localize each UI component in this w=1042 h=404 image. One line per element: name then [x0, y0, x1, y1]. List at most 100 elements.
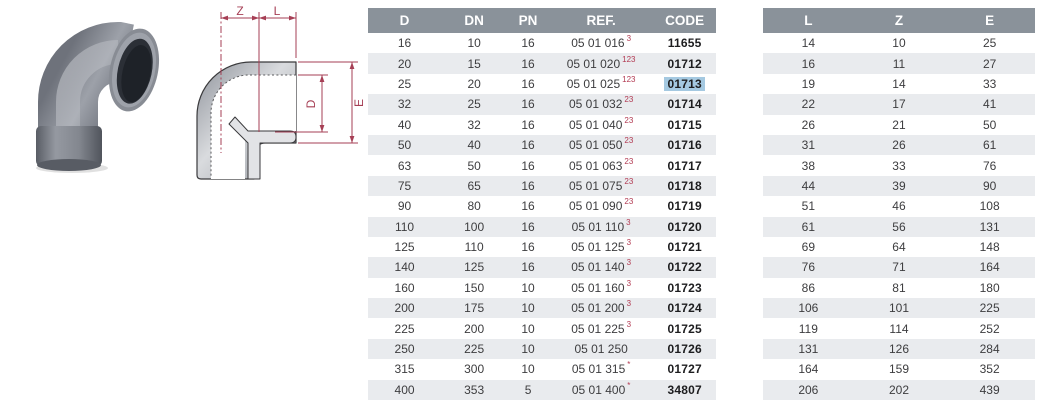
- table-cell-pn: 16: [521, 76, 535, 91]
- table-cell-ref: 05 01 250: [574, 342, 628, 357]
- table-cell-code: 01716: [653, 135, 716, 155]
- table-cell-e: 148: [979, 240, 1000, 255]
- table-cell-z: 81: [892, 280, 906, 295]
- table-cell-pn: 16: [521, 240, 535, 255]
- product-photo: [36, 21, 160, 173]
- table-cell-l: 19: [801, 76, 815, 91]
- dim-label-l: L: [274, 5, 281, 18]
- table-cell-z: 71: [892, 260, 906, 275]
- table-cell-ref: 05 01 075 23: [568, 176, 634, 193]
- table-cell-code: 34807: [653, 380, 716, 400]
- table-cell-l: 86: [801, 280, 815, 295]
- table-row: 38 33 76: [763, 155, 1035, 175]
- table-row: 225 200 10 05 01 225 3 01725: [368, 318, 716, 338]
- table-cell-d: 250: [394, 342, 415, 357]
- table-body: 14 10 25 16 11 27 19 14 33 22 17 41 26 21 50 31 26 61 38 33…: [763, 33, 1035, 401]
- table-cell-e: 41: [982, 97, 997, 112]
- table-cell-d: 315: [394, 362, 415, 377]
- table-cell-z: 56: [892, 219, 906, 234]
- table-cell-dn: 15: [467, 56, 481, 71]
- table-cell-d: 40: [397, 117, 412, 132]
- table-row: 140 125 16 05 01 140 3 01722: [368, 257, 716, 278]
- table-cell-ref: 05 01 020 123: [566, 54, 636, 71]
- table-cell-e: 50: [982, 117, 997, 132]
- table-cell-z: 11: [892, 56, 906, 71]
- table-row: 206 202 439: [763, 379, 1035, 401]
- code-value: 11655: [667, 36, 702, 51]
- code-value: 01714: [667, 97, 702, 112]
- dimension-arrows: [221, 15, 355, 143]
- code-value: 01717: [667, 158, 702, 173]
- table-row: 14 10 25: [763, 33, 1035, 53]
- table-cell-pn: 16: [521, 178, 535, 193]
- table-cell-code: 01727: [653, 359, 716, 379]
- dim-label-e: E: [352, 99, 366, 107]
- table-cell-l: 76: [801, 260, 815, 275]
- table-cell-dn: 300: [464, 362, 485, 377]
- table-cell-dn: 20: [467, 76, 481, 91]
- dimension-lines: [220, 12, 358, 153]
- table-cell-code: 01718: [653, 176, 716, 196]
- table-cell-dn: 110: [464, 240, 484, 255]
- table-cell-e: 180: [979, 280, 1000, 295]
- table-row: 160 150 10 05 01 160 3 01723: [368, 278, 716, 298]
- table-cell-d: 160: [394, 280, 415, 295]
- table-cell-ref: 05 01 225 3: [571, 319, 632, 336]
- code-value: 01721: [667, 240, 702, 255]
- table-cell-d: 200: [394, 301, 415, 316]
- table-cell-e: 352: [979, 362, 1000, 377]
- table-cell-l: 26: [801, 117, 815, 132]
- table-cell-d: 400: [394, 382, 415, 397]
- table-cell-d: 225: [394, 321, 415, 336]
- column-header: PN: [518, 13, 538, 28]
- table-cell-d: 110: [394, 219, 415, 234]
- table-cell-pn: 16: [521, 56, 535, 71]
- table-cell-z: 39: [892, 178, 906, 193]
- table-row: 16 10 16 05 01 016 3 11655: [368, 33, 716, 53]
- table-cell-z: 46: [892, 199, 906, 214]
- table-row: 106 101 225: [763, 298, 1035, 319]
- table-cell-pn: 16: [521, 36, 535, 51]
- table-cell-e: 61: [982, 138, 997, 153]
- table-row: 25 20 16 05 01 025 123 01713: [368, 74, 716, 94]
- column-header: CODE: [665, 13, 705, 28]
- table-cell-code: 01713: [653, 74, 716, 94]
- table-cell-e: 108: [979, 199, 1000, 214]
- table-row: 315 300 10 05 01 315 * 01727: [368, 359, 716, 379]
- table-cell-e: 131: [979, 219, 1000, 234]
- column-header: L: [804, 13, 813, 28]
- table-cell-e: 439: [979, 382, 1000, 397]
- table-cell-e: 252: [979, 321, 1000, 336]
- table-cell-code: 01726: [653, 339, 716, 359]
- table-cell-d: 140: [394, 260, 415, 275]
- code-value: 01720: [667, 219, 702, 234]
- table-cell-l: 164: [798, 362, 819, 377]
- table-cell-z: 202: [888, 382, 909, 397]
- table-row: 119 114 252: [763, 318, 1035, 338]
- hidden-bore-line: [210, 74, 296, 178]
- table-row: 20 15 16 05 01 020 123 01712: [368, 53, 716, 74]
- table-cell-l: 22: [801, 97, 815, 112]
- table-cell-ref: 05 01 016 3: [571, 34, 632, 51]
- table-row: 50 40 16 05 01 050 23 01716: [368, 134, 716, 156]
- table-cell-ref: 05 01 400 *: [571, 380, 631, 397]
- table-cell-d: 25: [397, 76, 412, 91]
- table-cell-l: 131: [798, 342, 819, 357]
- table-cell-dn: 353: [464, 382, 485, 397]
- table-cell-ref: 05 01 315 *: [571, 360, 631, 377]
- table-cell-e: 33: [982, 76, 997, 91]
- table-cell-pn: 16: [521, 117, 535, 132]
- table-cell-d: 20: [397, 56, 412, 71]
- table-row: 22 17 41: [763, 94, 1035, 115]
- table-row: 19 14 33: [763, 74, 1035, 94]
- table-cell-dn: 25: [467, 97, 481, 112]
- table-cell-code: 01724: [653, 298, 716, 318]
- table-cell-ref: 05 01 140 3: [571, 258, 632, 275]
- dim-label-z: Z: [236, 5, 243, 18]
- table-cell-z: 10: [892, 36, 906, 51]
- code-value: 01726: [667, 342, 702, 357]
- table-cell-pn: 10: [521, 301, 535, 316]
- code-value: 01725: [667, 321, 702, 336]
- table-cell-d: 16: [397, 36, 412, 51]
- table-cell-ref: 05 01 063 23: [568, 156, 634, 173]
